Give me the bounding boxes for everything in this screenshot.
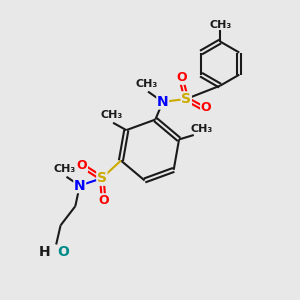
Text: N: N — [74, 178, 85, 193]
Text: CH₃: CH₃ — [135, 79, 158, 89]
Text: O: O — [201, 101, 211, 114]
Text: O: O — [77, 159, 87, 172]
Text: H: H — [39, 245, 51, 259]
Text: CH₃: CH₃ — [209, 20, 231, 30]
Text: O: O — [98, 194, 109, 207]
Text: O: O — [58, 245, 70, 259]
Text: S: S — [97, 171, 107, 185]
Text: O: O — [177, 71, 187, 84]
Text: CH₃: CH₃ — [54, 164, 76, 174]
Text: CH₃: CH₃ — [100, 110, 123, 120]
Text: CH₃: CH₃ — [190, 124, 212, 134]
Text: N: N — [157, 95, 169, 109]
Text: S: S — [181, 92, 191, 106]
